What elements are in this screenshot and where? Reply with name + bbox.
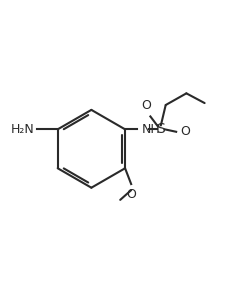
Text: O: O xyxy=(180,125,190,138)
Text: NH: NH xyxy=(142,123,161,136)
Text: S: S xyxy=(156,122,165,136)
Text: O: O xyxy=(126,188,136,201)
Text: H₂N: H₂N xyxy=(11,123,35,136)
Text: O: O xyxy=(141,99,151,112)
